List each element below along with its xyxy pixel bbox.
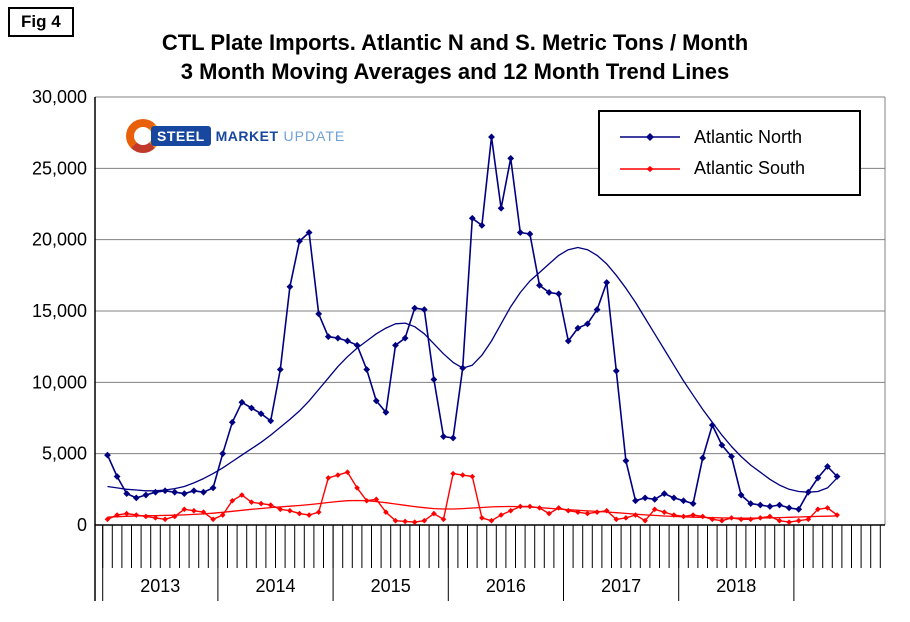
y-axis-label: 5,000 (42, 444, 87, 464)
axes (94, 97, 885, 601)
y-axis-label: 20,000 (32, 230, 87, 250)
chart-title: CTL Plate Imports. Atlantic N and S. Met… (0, 28, 910, 86)
chart-title-line1: CTL Plate Imports. Atlantic N and S. Met… (161, 30, 749, 55)
atlantic-north-line-sample (620, 133, 680, 142)
y-axis-label: 30,000 (32, 87, 87, 107)
gridlines (95, 96, 886, 525)
smu-logo-word-steel: STEEL (151, 126, 211, 146)
legend-item-atlantic-south: Atlantic South (618, 158, 841, 179)
y-axis-label: 25,000 (32, 158, 87, 178)
smu-logo: STEEL MARKET UPDATE (126, 116, 345, 156)
atlantic-south-line-sample (620, 165, 680, 172)
legend-item-atlantic-north: Atlantic North (618, 127, 841, 148)
x-axis-year-label: 2014 (255, 576, 295, 596)
atlantic-north-series-markers (104, 133, 841, 513)
x-axis-years: 2013 2014 2015 2016 2017 2018 (102, 525, 795, 601)
figure-label-text: Fig 4 (21, 12, 61, 31)
x-axis-year-label: 2015 (371, 576, 411, 596)
x-axis-year-label: 2018 (716, 576, 756, 596)
legend-label-atlantic-south: Atlantic South (694, 158, 806, 179)
legend-label-atlantic-north: Atlantic North (694, 126, 803, 147)
figure-label: Fig 4 (8, 7, 74, 37)
atlantic-north-trend-line (107, 246, 838, 493)
smu-logo-word-update: UPDATE (283, 128, 346, 144)
chart-title-line2: 3 Month Moving Averages and 12 Month Tre… (180, 59, 730, 84)
atlantic-south-series-markers (104, 469, 840, 525)
y-axis-labels: 0 5,000 10,000 15,000 20,000 25,000 30,000 (32, 87, 87, 535)
y-axis-label: 10,000 (32, 372, 87, 392)
smu-logo-word-market: MARKET (215, 128, 279, 144)
month-ticks (102, 525, 881, 568)
y-axis-label: 15,000 (32, 301, 87, 321)
x-axis-year-label: 2013 (140, 576, 180, 596)
atlantic-south-trend-line (107, 499, 838, 519)
x-axis-year-label: 2016 (486, 576, 526, 596)
diamond-marker-icon (646, 165, 654, 172)
diamond-marker-icon (646, 133, 654, 142)
atlantic-south-series-line (107, 471, 838, 523)
x-axis-year-label: 2017 (601, 576, 641, 596)
y-axis-label: 0 (77, 515, 87, 535)
legend: Atlantic North Atlantic South (598, 110, 861, 196)
